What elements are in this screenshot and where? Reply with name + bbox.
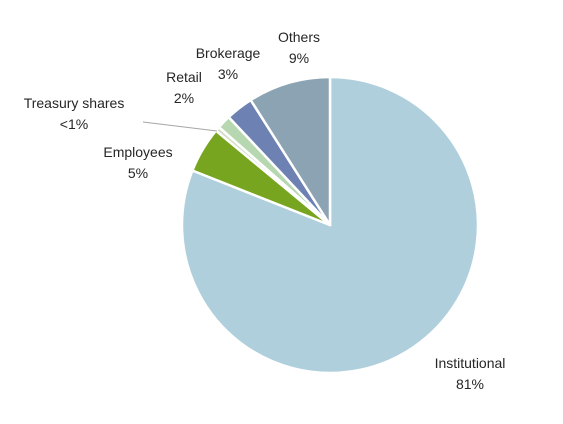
- slice-label-value: 3%: [218, 66, 238, 82]
- pie-slice-others: [249, 75, 332, 227]
- slice-label-value: <1%: [60, 116, 88, 132]
- leader-lines: [142, 121, 218, 132]
- slice-label-retail: Retail 2%: [166, 69, 202, 106]
- slice-label-value: 2%: [174, 90, 194, 106]
- slice-label-institutional: Institutional 81%: [435, 355, 506, 392]
- slice-label-others: Others 9%: [278, 29, 320, 66]
- slice-label-name: Others: [278, 29, 320, 45]
- slice-label-value: 81%: [456, 376, 484, 392]
- slice-label-name: Brokerage: [196, 45, 261, 61]
- slice-label-employees: Employees 5%: [103, 144, 172, 181]
- slice-label-name: Retail: [166, 69, 202, 85]
- slice-label-treasury-shares: Treasury shares <1%: [24, 95, 125, 132]
- slice-label-value: 9%: [289, 50, 309, 66]
- slice-label-name: Employees: [103, 144, 172, 160]
- slice-label-brokerage: Brokerage 3%: [196, 45, 261, 82]
- leader-line-treasury-shares: [142, 121, 218, 132]
- slice-label-name: Treasury shares: [24, 95, 125, 111]
- pie-slices: [180, 75, 480, 375]
- slice-label-name: Institutional: [435, 355, 506, 371]
- slice-label-value: 5%: [128, 165, 148, 181]
- slice-labels: Institutional 81% Employees 5% Treasury shar…: [24, 29, 506, 392]
